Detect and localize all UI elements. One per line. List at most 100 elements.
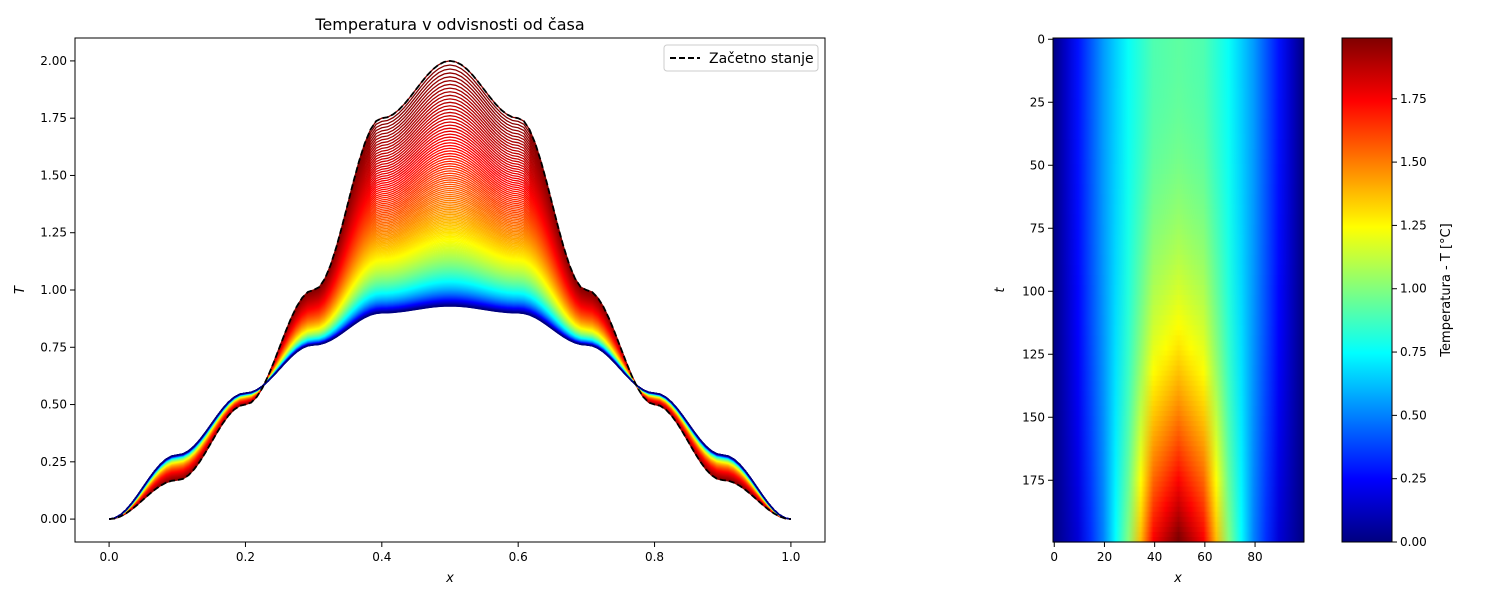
heatmap-row bbox=[1053, 456, 1304, 462]
heatmap-row bbox=[1053, 108, 1304, 115]
y-tick-label: 125 bbox=[1022, 347, 1045, 361]
heatmap-row bbox=[1053, 128, 1304, 135]
y-axis-ticks-heatmap: 0 25 50 75 100 125 150 175 bbox=[1022, 32, 1053, 487]
heatmap-row bbox=[1053, 158, 1304, 165]
x-tick-label: 1.0 bbox=[781, 550, 800, 564]
y-tick-label: 1.50 bbox=[40, 168, 67, 182]
x-tick-label: 0.2 bbox=[236, 550, 255, 564]
heatmap-row bbox=[1053, 536, 1304, 543]
x-tick-label: 60 bbox=[1197, 550, 1212, 564]
heatmap-row bbox=[1053, 345, 1304, 352]
colorbar-fill bbox=[1342, 38, 1392, 542]
heatmap-row bbox=[1053, 320, 1304, 326]
heatmap-row bbox=[1053, 380, 1304, 387]
heatmap-row bbox=[1053, 370, 1304, 377]
heatmap-row bbox=[1053, 466, 1304, 473]
heatmap-row bbox=[1053, 234, 1304, 241]
heatmap-row bbox=[1053, 259, 1304, 266]
heatmap-row bbox=[1053, 83, 1304, 89]
heatmap-row bbox=[1053, 73, 1304, 79]
colorbar-tick-label: 1.00 bbox=[1400, 282, 1427, 296]
y-tick-label: 50 bbox=[1030, 158, 1045, 172]
colorbar-tick-label: 1.50 bbox=[1400, 155, 1427, 169]
heatmap-row bbox=[1053, 360, 1304, 367]
heatmap-row bbox=[1053, 385, 1304, 392]
colorbar-tick-label: 1.25 bbox=[1400, 218, 1427, 232]
y-tick-label: 0.50 bbox=[40, 398, 67, 412]
y-tick-label: 1.75 bbox=[40, 111, 67, 125]
heatmap-row bbox=[1053, 98, 1304, 105]
legend: Začetno stanje bbox=[663, 44, 819, 72]
heatmap-row bbox=[1053, 103, 1304, 110]
heatmap-row bbox=[1053, 229, 1304, 236]
x-tick-label: 0.0 bbox=[100, 550, 119, 564]
heatmap-row bbox=[1053, 279, 1304, 286]
colorbar-tick-label: 0.75 bbox=[1400, 345, 1427, 359]
colorbar-ticks: 0.00 0.25 0.50 0.75 1.00 1.25 1.50 1.75 bbox=[1392, 92, 1427, 549]
heatmap-row bbox=[1053, 133, 1304, 140]
x-tick-label: 40 bbox=[1147, 550, 1162, 564]
y-tick-label: 175 bbox=[1022, 473, 1045, 487]
y-tick-label: 2.00 bbox=[40, 54, 67, 68]
x-tick-label: 0.4 bbox=[372, 550, 391, 564]
heatmap-row bbox=[1053, 179, 1304, 185]
heatmap-row bbox=[1053, 224, 1304, 231]
colorbar-gradient bbox=[1342, 38, 1392, 542]
heatmap-row bbox=[1053, 249, 1304, 256]
colorbar-label: Temperatura - T [°C] bbox=[1439, 223, 1454, 357]
heatmap-row bbox=[1053, 295, 1304, 301]
heatmap-cells bbox=[1053, 38, 1304, 543]
heatmap-row bbox=[1053, 204, 1304, 210]
heatmap-row bbox=[1053, 395, 1304, 402]
temperature-heatmap: 0 20 40 60 80 0 25 50 75 100 125 150 175 x t bbox=[993, 32, 1305, 586]
y-tick-label: 0.25 bbox=[40, 455, 67, 469]
heatmap-row bbox=[1053, 486, 1304, 493]
heatmap-row bbox=[1053, 88, 1304, 95]
heatmap-row bbox=[1053, 269, 1304, 276]
y-tick-label: 25 bbox=[1030, 95, 1045, 109]
heatmap-row bbox=[1053, 416, 1304, 422]
heatmap-row bbox=[1053, 189, 1304, 195]
heatmap-row bbox=[1053, 405, 1304, 412]
legend-box bbox=[663, 44, 819, 72]
y-axis-ticks-left: 0.00 0.25 0.50 0.75 1.00 1.25 1.50 1.75 2.00 bbox=[40, 54, 75, 526]
heatmap-row bbox=[1053, 264, 1304, 271]
y-tick-label: 150 bbox=[1022, 410, 1045, 424]
heatmap-row bbox=[1053, 325, 1304, 331]
heatmap-row bbox=[1053, 441, 1304, 447]
y-axis-label-heatmap: t bbox=[993, 287, 1008, 293]
colorbar-tick-label: 1.75 bbox=[1400, 92, 1427, 106]
heatmap-row bbox=[1053, 461, 1304, 467]
heatmap-row bbox=[1053, 300, 1304, 306]
heatmap-row bbox=[1053, 526, 1304, 533]
heatmap-row bbox=[1053, 355, 1304, 362]
heatmap-row bbox=[1053, 48, 1304, 54]
heatmap-row bbox=[1053, 153, 1304, 160]
heatmap-row bbox=[1053, 143, 1304, 150]
heatmap-row bbox=[1053, 68, 1304, 74]
initial-curve-group bbox=[108, 59, 792, 520]
heatmap-row bbox=[1053, 169, 1304, 175]
heatmap-row bbox=[1053, 335, 1304, 341]
y-tick-label: 75 bbox=[1030, 221, 1045, 235]
heatmap-row bbox=[1053, 446, 1304, 452]
heatmap-row bbox=[1053, 194, 1304, 200]
y-tick-label: 0.00 bbox=[40, 512, 67, 526]
time-curve bbox=[108, 305, 792, 520]
legend-label-initial: Začetno stanje bbox=[709, 51, 814, 67]
heatmap-row bbox=[1053, 471, 1304, 478]
heatmap-row bbox=[1053, 516, 1304, 523]
heatmap-row bbox=[1053, 219, 1304, 226]
heatmap-row bbox=[1053, 511, 1304, 518]
heatmap-row bbox=[1053, 400, 1304, 407]
heatmap-row bbox=[1053, 521, 1304, 528]
axes-frame-heatmap bbox=[1052, 37, 1305, 543]
heatmap-row bbox=[1053, 164, 1304, 170]
heatmap-row bbox=[1053, 38, 1304, 44]
heatmap-row bbox=[1053, 340, 1304, 347]
x-tick-label: 0.6 bbox=[509, 550, 528, 564]
y-axis-label-left: T bbox=[13, 285, 28, 294]
heatmap-row bbox=[1053, 365, 1304, 372]
x-tick-label: 20 bbox=[1097, 550, 1112, 564]
heatmap-row bbox=[1053, 113, 1304, 120]
